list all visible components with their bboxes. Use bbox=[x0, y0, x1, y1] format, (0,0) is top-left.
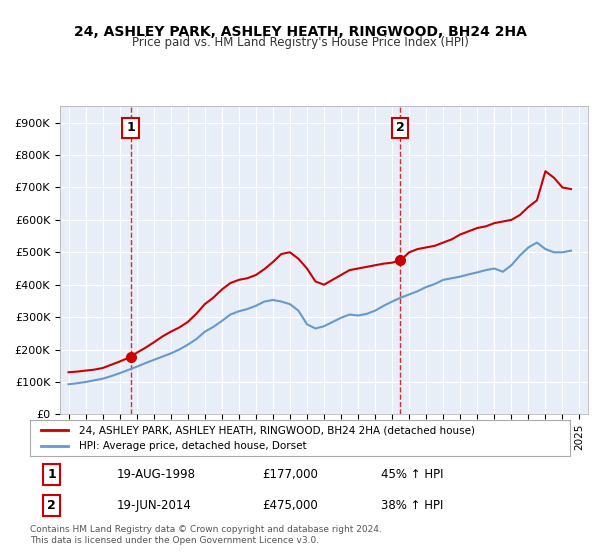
Text: £177,000: £177,000 bbox=[262, 468, 318, 481]
Text: 2: 2 bbox=[395, 122, 404, 134]
Text: 1: 1 bbox=[126, 122, 135, 134]
Text: 45% ↑ HPI: 45% ↑ HPI bbox=[381, 468, 443, 481]
Text: Contains HM Land Registry data © Crown copyright and database right 2024.
This d: Contains HM Land Registry data © Crown c… bbox=[30, 525, 382, 545]
Text: Price paid vs. HM Land Registry's House Price Index (HPI): Price paid vs. HM Land Registry's House … bbox=[131, 36, 469, 49]
Text: 24, ASHLEY PARK, ASHLEY HEATH, RINGWOOD, BH24 2HA: 24, ASHLEY PARK, ASHLEY HEATH, RINGWOOD,… bbox=[74, 25, 526, 39]
Text: 38% ↑ HPI: 38% ↑ HPI bbox=[381, 499, 443, 512]
Text: 1: 1 bbox=[47, 468, 56, 481]
Text: 19-JUN-2014: 19-JUN-2014 bbox=[116, 499, 191, 512]
Text: HPI: Average price, detached house, Dorset: HPI: Average price, detached house, Dors… bbox=[79, 441, 306, 451]
Text: £475,000: £475,000 bbox=[262, 499, 318, 512]
Text: 24, ASHLEY PARK, ASHLEY HEATH, RINGWOOD, BH24 2HA (detached house): 24, ASHLEY PARK, ASHLEY HEATH, RINGWOOD,… bbox=[79, 425, 475, 435]
Text: 2: 2 bbox=[47, 499, 56, 512]
Text: 19-AUG-1998: 19-AUG-1998 bbox=[116, 468, 196, 481]
